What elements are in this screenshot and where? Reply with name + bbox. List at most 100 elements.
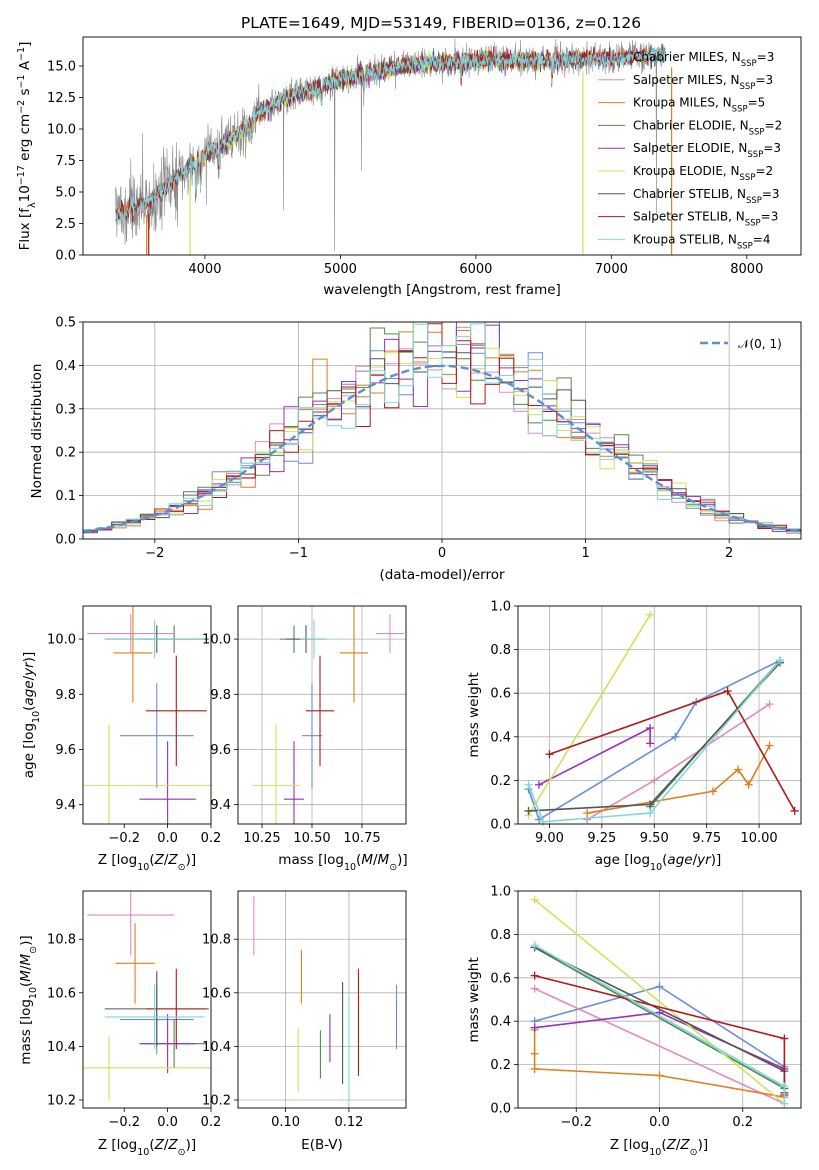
age_vs_Z-ytick-label: 10.0 [47, 633, 76, 648]
spectrum-legend-label-2: Kroupa MILES, NSSP=5 [633, 96, 765, 115]
spectrum-legend-sub: SSP [747, 150, 763, 160]
mass_vs_ebv-panel: 0.10 0.12 10.2 10.4 10.6 10.8 [202, 890, 407, 1130]
weight_vs_Z-xtick-label: 0.0 [649, 1115, 670, 1130]
age_vs_Z-panel: −0.2 0.0 0.2 9.4 9.6 9.8 10.0 [47, 605, 222, 846]
spectrum-legend-suffix: =3 [763, 141, 781, 155]
weight-vs-age-xlabel-part: yr [696, 852, 712, 868]
weight_vs_Z-marker-8 [530, 941, 539, 950]
weight_vs_age-series-8 [527, 659, 781, 823]
spectrum-legend-text: Chabrier ELODIE, N [633, 118, 749, 132]
spectrum-legend-text: Kroupa MILES, N [633, 96, 732, 110]
mass-vs-Z-xlabel-part: Z [154, 1137, 165, 1153]
weight-vs-age-xlabel-part: age [log [595, 852, 650, 868]
spectrum-ylabel-part: −17 [16, 165, 27, 185]
weight_vs_Z-xtick-label: 0.2 [732, 1115, 753, 1130]
age_vs_Z-frame [82, 605, 212, 825]
spectrum-legend-label-0: Chabrier MILES, NSSP=3 [633, 50, 774, 69]
weight_vs_age-panel: 9.00 9.25 9.50 9.75 10.00 0.0 0.2 0.4 0.6 0.8 1.0 [490, 600, 802, 846]
spectrum-legend-sub: SSP [732, 105, 748, 115]
spectrum-ytick-label: 12.5 [47, 91, 76, 106]
age-vs-Z-ylabel-part: yr [21, 661, 37, 677]
spectrum-ytick-label: 2.5 [55, 217, 76, 232]
spectrum-legend-text: Salpeter ELODIE, N [633, 141, 747, 155]
weight_vs_age-marker-1 [765, 700, 774, 709]
mass-vs-Z-xlabel-part: Z [167, 1137, 178, 1153]
spectrum-legend-sub: SSP [745, 219, 761, 229]
age-vs-Z-xlabel-part: Z [167, 852, 178, 868]
mass_vs_Z-panel: −0.2 0.0 0.2 10.2 10.4 10.6 10.8 [47, 890, 221, 1130]
spectrum-ylabel-part: ] [17, 42, 33, 47]
age-vs-mass-xlabel-part: 10 [344, 862, 356, 873]
weight_vs_age-marker-8 [776, 656, 785, 665]
weight_vs_age-xtick-label: 9.00 [535, 831, 564, 846]
weight_vs_age-xtick-label: 10.00 [740, 831, 777, 846]
spectrum-legend-suffix: =2 [765, 118, 783, 132]
spectrum-xtick-label: 8000 [730, 262, 763, 277]
mass_vs_ebv-ytick-label: 10.6 [202, 986, 231, 1001]
weight_vs_age-marker-8 [524, 780, 533, 789]
weight_vs_age-ytick-label: 0.6 [490, 687, 511, 702]
residuals-ytick-label: 0.4 [55, 359, 76, 374]
mass-vs-Z-ylabel-part: M [18, 953, 34, 965]
spectrum-ytick-label: 7.5 [55, 154, 76, 169]
weight_vs_Z-marker-7 [780, 1034, 789, 1043]
spectrum-ylabel-part: −1 [16, 74, 27, 88]
weight_vs_age-xtick-label: 9.50 [640, 831, 669, 846]
age_vs_mass-ytick-label: 9.8 [210, 688, 231, 703]
spectrum-legend-sub: SSP [740, 82, 756, 92]
spectrum-legend-sub: SSP [741, 59, 757, 69]
weight_vs_Z-ytick-label: 0.6 [490, 971, 511, 986]
weight-vs-Z-xlabel-part: ⊙ [690, 1147, 698, 1158]
age_vs_mass-ytick-label: 9.4 [210, 798, 231, 813]
weight_vs_age-ytick-label: 0.8 [490, 643, 511, 658]
weight_vs_Z-marker-4 [530, 1023, 539, 1032]
residuals-frame [82, 321, 802, 540]
spectrum-legend-suffix: =5 [748, 96, 766, 110]
age_vs_Z-xtick-label: 0.2 [201, 831, 222, 846]
spectrum-series-8 [115, 45, 666, 225]
mass-vs-Z-ylabel-part: M [18, 970, 34, 982]
mass_vs_ebv-xtick-label: 0.12 [334, 1115, 363, 1130]
weight-vs-Z-xlabel-part: 10 [649, 1147, 661, 1158]
weight_vs_age-marker-5 [646, 610, 655, 619]
spectrum-ylabel-part: A [17, 60, 33, 74]
weight-vs-Z-xlabel-part: )] [698, 1137, 709, 1153]
weight_vs_age-ytick-label: 1.0 [490, 600, 511, 615]
weight_vs_Z-ytick-label: 0.2 [490, 1058, 511, 1073]
weight_vs_age-xtick-label: 9.75 [692, 831, 721, 846]
weight-vs-Z-xlabel-part: Z [666, 1137, 677, 1153]
mass_vs_ebv-ytick-label: 10.8 [202, 933, 231, 948]
weight-vs-Z-xlabel-part: / [676, 1137, 681, 1153]
spectrum-legend-sub: SSP [746, 196, 762, 206]
spectrum-legend-text: Kroupa STELIB, N [633, 232, 737, 246]
weight_vs_Z-ytick-label: 1.0 [490, 885, 511, 900]
weight_vs_Z-marker-5 [530, 895, 539, 904]
age-vs-mass-xlabel-part: )] [397, 852, 408, 868]
weight-vs-age-xlabel-part: ( [662, 852, 667, 868]
age-vs-Z-ylabel-part: age [21, 680, 37, 705]
weight_vs_Z-panel: −0.2 0.0 0.2 0.0 0.2 0.4 0.6 0.8 1.0 [490, 885, 802, 1130]
age_vs_Z-xtick-label: −0.2 [108, 831, 140, 846]
age-vs-Z-ylabel: age [log10(age/yr)] [21, 652, 42, 778]
weight_vs_age-ytick-label: 0.0 [490, 818, 511, 833]
mass-vs-Z-ylabel-part: ( [18, 982, 34, 987]
residuals-ytick-label: 0.1 [55, 489, 76, 504]
weight_vs_age-marker-4 [646, 739, 655, 748]
spectrum-ylabel-part: −1 [16, 47, 27, 61]
spectrum-ylabel-part: s [17, 88, 33, 99]
residuals-ytick-label: 0.2 [55, 446, 76, 461]
weight_vs_Z-series-3 [534, 946, 785, 1090]
residuals-xtick-label: −1 [289, 546, 308, 561]
age-vs-Z-xlabel-part: ⊙ [178, 862, 186, 873]
weight-vs-Z-xlabel-part: Z [log [610, 1137, 649, 1153]
spectrum-legend-suffix: =3 [762, 187, 780, 201]
spectrum-legend-suffix: =2 [755, 164, 773, 178]
residuals-ytick-label: 0.0 [55, 533, 76, 548]
spectrum-legend-sub: SSP [740, 173, 756, 183]
spectrum-legend-text: Salpeter STELIB, N [633, 210, 745, 224]
weight-vs-Z-xlabel-part: ( [661, 1137, 666, 1153]
age-vs-mass-xlabel-part: mass [log [278, 852, 344, 868]
weight-vs-age-xlabel-part: 10 [650, 862, 662, 873]
mass-vs-Z-xlabel-part: )] [186, 1137, 197, 1153]
